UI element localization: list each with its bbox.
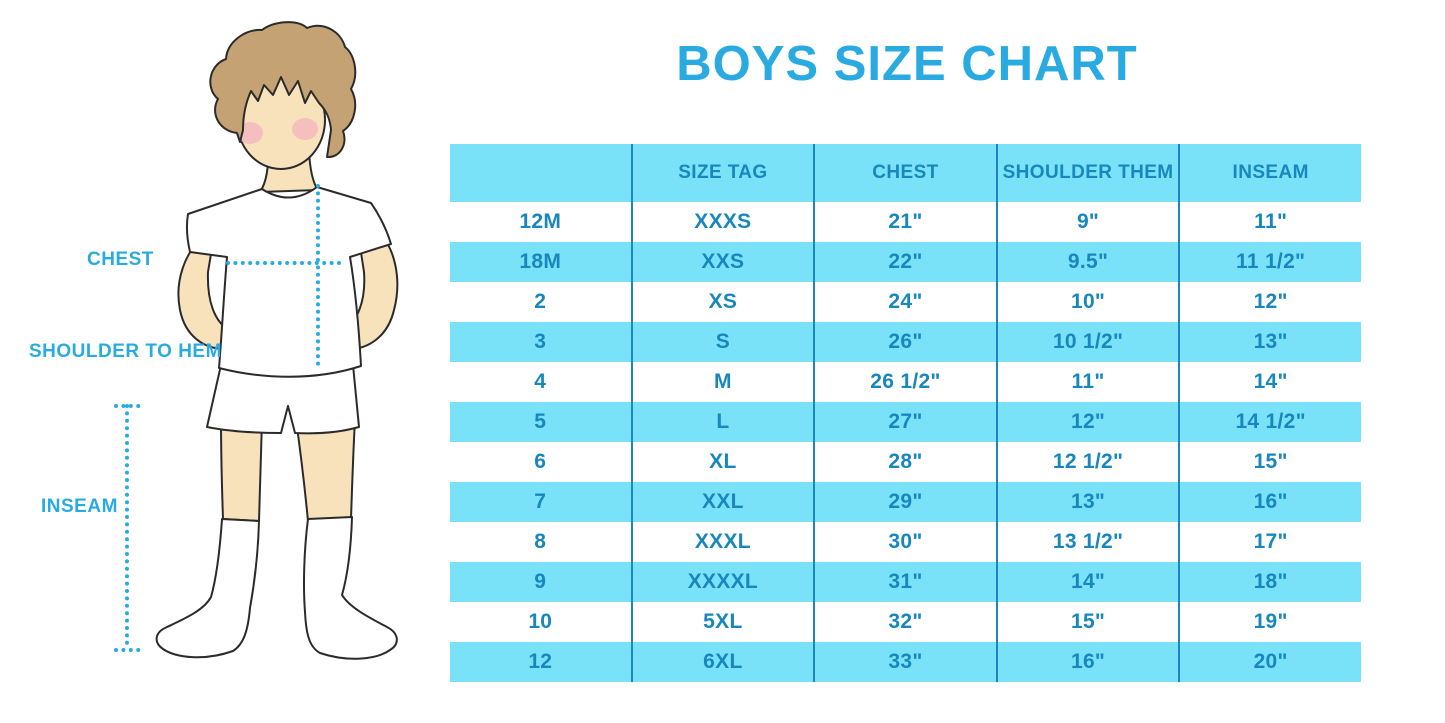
cell: 12 1/2" <box>998 442 1181 482</box>
cell: 12 <box>450 642 633 682</box>
cell: 20" <box>1253 650 1288 673</box>
header-cell-shoulder: SHOULDER THEM <box>998 144 1181 202</box>
table-row: 2 XS 24" 10" 12" <box>450 282 1361 322</box>
cell: 4 <box>450 362 633 402</box>
cell: 7 <box>450 482 633 522</box>
cell: 26" <box>815 322 998 362</box>
cell: 15" <box>1253 450 1288 473</box>
cell: 5XL <box>633 602 816 642</box>
cell: 31" <box>815 562 998 602</box>
cell: 15" <box>998 602 1181 642</box>
left-leg <box>220 419 263 522</box>
cell: 10" <box>998 282 1181 322</box>
cell: 29" <box>815 482 998 522</box>
table-row: 9 XXXXL 31" 14" 18" <box>450 562 1361 602</box>
cell: XXS <box>633 242 816 282</box>
cell: XXXXL <box>633 562 816 602</box>
cell: 24" <box>815 282 998 322</box>
cell: 11 1/2" <box>1236 250 1306 273</box>
cell: 14" <box>998 562 1181 602</box>
table-row: 18M XXS 22" 9.5" 11 1/2" <box>450 242 1361 282</box>
cell: 12" <box>998 402 1181 442</box>
table-row: 5 L 27" 12" 14 1/2" <box>450 402 1361 442</box>
cell: 10 <box>450 602 633 642</box>
cell: 12" <box>1253 290 1288 313</box>
cell: XXL <box>633 482 816 522</box>
page-title: BOYS SIZE CHART <box>676 37 1138 91</box>
cell: 9" <box>998 202 1181 242</box>
cell: 19" <box>1253 610 1288 633</box>
shoulder-to-hem-label: SHOULDER TO HEM <box>29 341 222 362</box>
cell: 5 <box>450 402 633 442</box>
shorts <box>206 364 360 435</box>
table-row: 3 S 26" 10 1/2" 13" <box>450 322 1361 362</box>
cell: 17" <box>1253 530 1288 553</box>
cell: 11" <box>1254 210 1288 233</box>
cell: 8 <box>450 522 633 562</box>
cell: 6 <box>450 442 633 482</box>
cell: 13" <box>998 482 1181 522</box>
cell: 9 <box>450 562 633 602</box>
cell: 3 <box>450 322 633 362</box>
header-cell-size <box>450 144 633 202</box>
cell: 13" <box>1253 330 1288 353</box>
left-arm <box>177 237 232 351</box>
right-leg <box>295 419 356 522</box>
cell: 32" <box>815 602 998 642</box>
cell: 21" <box>815 202 998 242</box>
cell: 16" <box>1253 490 1288 513</box>
hair <box>209 21 357 159</box>
cell: 6XL <box>633 642 816 682</box>
size-table: SIZE TAG CHEST SHOULDER THEM INSEAM 12M … <box>450 144 1361 682</box>
chest-label: CHEST <box>87 249 154 270</box>
cell: 12M <box>450 202 633 242</box>
cell: XS <box>633 282 816 322</box>
cell: 16" <box>998 642 1181 682</box>
cell: 2 <box>450 282 633 322</box>
table-row: 12M XXXS 21" 9" 11" <box>450 202 1361 242</box>
table-row: 10 5XL 32" 15" 19" <box>450 602 1361 642</box>
header-cell-chest: CHEST <box>815 144 998 202</box>
cell: 26 1/2" <box>815 362 998 402</box>
boy-figure <box>155 21 399 660</box>
measurement-dotted-lines <box>114 184 347 652</box>
t-shirt <box>185 186 392 378</box>
cell: 11" <box>998 362 1181 402</box>
cell: L <box>633 402 816 442</box>
table-row: 7 XXL 29" 13" 16" <box>450 482 1361 522</box>
cell: 22" <box>815 242 998 282</box>
cell: 9.5" <box>998 242 1181 282</box>
table-header-row: SIZE TAG CHEST SHOULDER THEM INSEAM <box>450 144 1361 202</box>
right-blush <box>292 118 318 140</box>
cell: 18" <box>1253 570 1288 593</box>
cell: 33" <box>815 642 998 682</box>
cell: S <box>633 322 816 362</box>
cell: 30" <box>815 522 998 562</box>
header-cell-inseam: INSEAM <box>1232 162 1309 183</box>
cell: 14 1/2" <box>1235 410 1306 433</box>
cell: XXXL <box>633 522 816 562</box>
inseam-label: INSEAM <box>41 496 118 517</box>
left-sock <box>155 518 260 659</box>
boy-measurement-illustration <box>114 21 399 660</box>
table-row: 8 XXXL 30" 13 1/2" 17" <box>450 522 1361 562</box>
cell: 14" <box>1253 370 1288 393</box>
cell: M <box>633 362 816 402</box>
cell: 13 1/2" <box>998 522 1181 562</box>
cell: 18M <box>450 242 633 282</box>
cell: 27" <box>815 402 998 442</box>
table-row: 12 6XL 33" 16" 20" <box>450 642 1361 682</box>
cell: 28" <box>815 442 998 482</box>
header-cell-size-tag: SIZE TAG <box>633 144 816 202</box>
right-sock <box>303 516 398 660</box>
cell: XXXS <box>633 202 816 242</box>
cell: XL <box>633 442 816 482</box>
table-row: 6 XL 28" 12 1/2" 15" <box>450 442 1361 482</box>
table-row: 4 M 26 1/2" 11" 14" <box>450 362 1361 402</box>
cell: 10 1/2" <box>998 322 1181 362</box>
